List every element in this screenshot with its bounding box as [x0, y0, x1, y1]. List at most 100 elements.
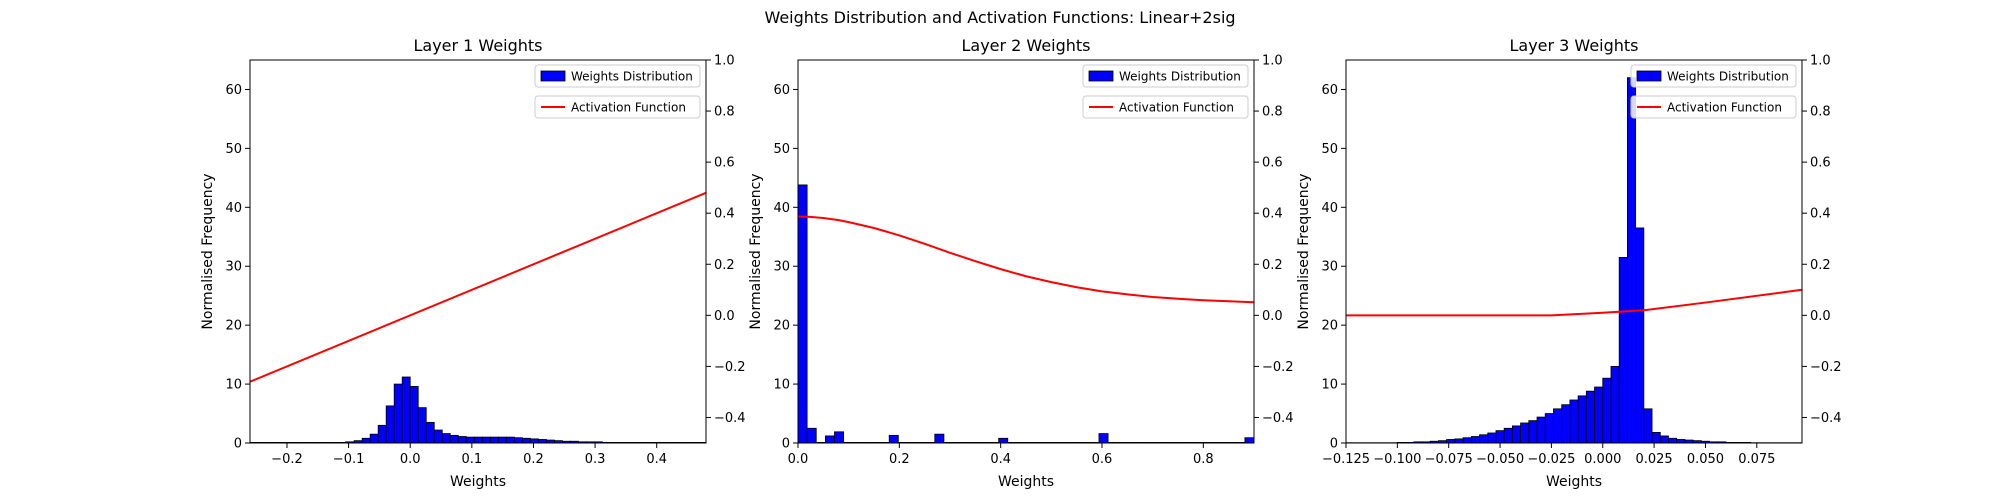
y2-tick-label: −0.4	[1810, 411, 1842, 426]
y-tick-label: 50	[1321, 142, 1338, 157]
x-tick-label: 0.0	[400, 452, 421, 467]
histogram-bar	[505, 436, 515, 443]
y2-tick-label: 0.8	[714, 105, 735, 120]
histogram-bar	[513, 437, 523, 443]
y-tick-label: 10	[225, 378, 242, 393]
x-tick-label: −0.025	[1527, 452, 1575, 467]
legend-bars-label: Weights Distribution	[571, 70, 693, 84]
activation-function-line	[250, 191, 706, 383]
x-tick-label: 0.0	[788, 452, 809, 467]
histogram-bar	[834, 431, 844, 443]
legend-box	[1082, 95, 1249, 119]
legend-activation-function: Activation Function	[1082, 95, 1249, 119]
y2-tick-label: 1.0	[1262, 54, 1283, 69]
legend-box	[1630, 64, 1797, 88]
x-tick-label: −0.050	[1476, 452, 1524, 467]
y-tick-label: 20	[773, 319, 790, 334]
x-tick-label: 0.4	[646, 452, 667, 467]
x-tick-label: 0.050	[1687, 452, 1724, 467]
y-tick-label: 30	[773, 260, 790, 275]
legend-weights-distribution: Weights Distribution	[1082, 64, 1249, 88]
histogram-bar	[1618, 256, 1628, 443]
y2-tick-label: 0.4	[1810, 207, 1831, 222]
y2-tick-label: −0.2	[1810, 360, 1842, 375]
histogram-bar	[393, 383, 403, 443]
histogram-bar	[481, 436, 491, 443]
y2-tick-label: −0.2	[714, 360, 746, 375]
histogram-bar	[441, 433, 451, 443]
histogram-bar	[1520, 422, 1530, 443]
plot-frame	[797, 59, 1255, 444]
plot-frame	[1345, 59, 1803, 444]
histogram-bar	[1643, 408, 1653, 443]
y2-tick-label: 0.6	[1810, 156, 1831, 171]
figure-suptitle: Weights Distribution and Activation Func…	[764, 8, 1235, 27]
histogram-bar	[1569, 399, 1579, 443]
histogram-bar	[824, 435, 835, 443]
plot-frame	[249, 59, 707, 444]
legend-bars-label: Weights Distribution	[1667, 70, 1789, 84]
y2-tick-label: 0.6	[1262, 156, 1283, 171]
y-tick-label: 0	[1330, 437, 1338, 452]
histogram-bar	[1668, 437, 1678, 443]
y2-tick-label: 0.8	[1262, 105, 1283, 120]
panel-title: Layer 3 Weights	[1509, 36, 1638, 55]
y2-tick-label: −0.4	[714, 411, 746, 426]
panel-layer-1: −0.2 −0.1 0.0 0.1 0.2 0.3 0.4 0 10 20 30 40 50 60 −0.4…	[200, 36, 746, 490]
y-tick-label: 60	[1321, 83, 1338, 98]
histogram-bar	[417, 407, 427, 443]
histogram-bar	[1553, 408, 1563, 443]
histogram-bar	[1610, 365, 1620, 443]
x-axis-label: Weights	[450, 474, 506, 490]
histogram-bar	[1577, 395, 1587, 443]
histogram-bar	[369, 433, 379, 443]
y-tick-label: 60	[225, 83, 242, 98]
y2-tick-label: 0.6	[714, 156, 735, 171]
histogram-bar	[401, 376, 411, 443]
histogram-bar	[385, 405, 395, 443]
legend-weights-distribution: Weights Distribution	[1630, 64, 1797, 88]
legend-activation-function: Activation Function	[1630, 95, 1797, 119]
legend-bar-swatch	[1088, 70, 1114, 82]
x-tick-label: −0.2	[271, 452, 303, 467]
histogram-bar	[1479, 434, 1489, 443]
histogram-bar	[489, 436, 499, 443]
y2-tick-label: 0.0	[714, 309, 735, 324]
y-tick-label: 40	[225, 201, 242, 216]
panel-title: Layer 2 Weights	[961, 36, 1090, 55]
y-axis-label: Normalised Frequency	[200, 173, 216, 329]
x-tick-label: 0.1	[461, 452, 482, 467]
legend-box	[534, 64, 701, 88]
histogram-bar	[425, 421, 435, 443]
histogram-bar	[449, 434, 459, 443]
y-tick-label: 0	[782, 437, 790, 452]
y-axis-label: Normalised Frequency	[748, 173, 764, 329]
x-tick-label: −0.125	[1322, 452, 1370, 467]
panel-layer-3: −0.125 −0.100 −0.075 −0.050 −0.025 0.000 0.025…	[1296, 36, 1842, 490]
x-tick-label: 0.2	[889, 452, 910, 467]
histogram-bar	[1585, 390, 1595, 443]
y2-tick-label: 0.2	[714, 258, 735, 273]
histogram-bar	[1635, 227, 1645, 443]
panel-layer-2: 0.0 0.2 0.4 0.6 0.8 0 10 20 30 40 50 60 −0.4 −0.2 0.0 0…	[748, 36, 1294, 490]
y-tick-label: 50	[773, 142, 790, 157]
histogram-bar	[521, 437, 531, 443]
histogram-bar	[1627, 77, 1637, 443]
x-tick-label: 0.4	[990, 452, 1011, 467]
y-tick-label: 0	[234, 437, 242, 452]
histogram-bar	[1454, 438, 1464, 443]
histogram-bar	[1536, 416, 1546, 443]
y2-tick-label: 0.0	[1810, 309, 1831, 324]
legend-line-label: Activation Function	[571, 101, 686, 115]
histogram-bar	[798, 184, 808, 443]
histogram-bar	[1098, 433, 1109, 443]
legend-box	[1082, 64, 1249, 88]
y2-tick-label: 0.2	[1262, 258, 1283, 273]
x-tick-label: −0.1	[333, 452, 365, 467]
x-tick-label: 0.2	[523, 452, 544, 467]
histogram-bar	[1594, 386, 1604, 443]
legend-weights-distribution: Weights Distribution	[534, 64, 701, 88]
legend-box	[1630, 95, 1797, 119]
y-tick-label: 30	[225, 260, 242, 275]
x-tick-label: −0.100	[1373, 452, 1421, 467]
